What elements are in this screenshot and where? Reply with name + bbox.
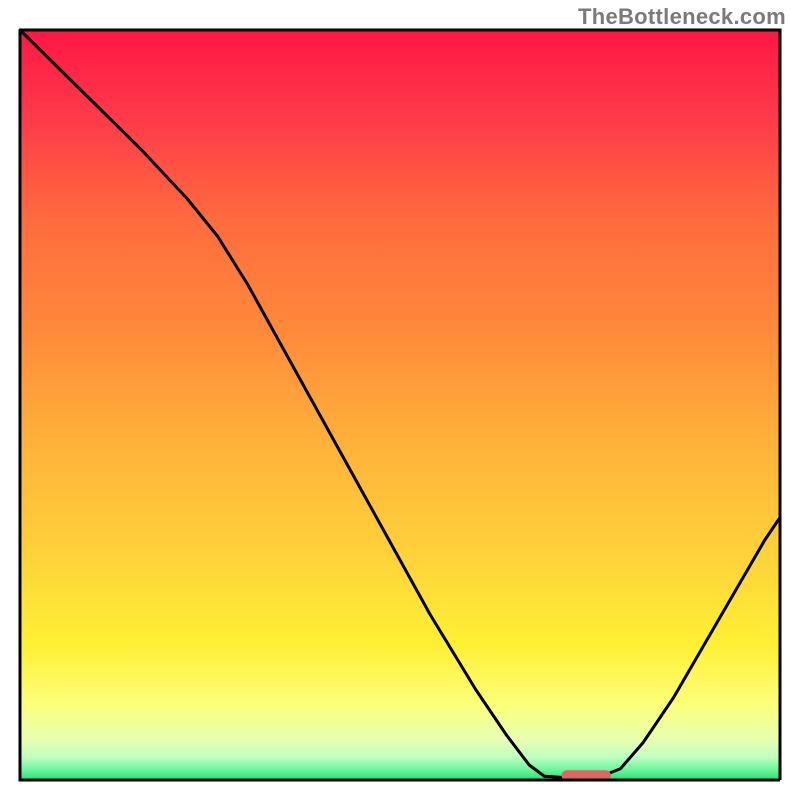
watermark-text: TheBottleneck.com (578, 4, 786, 30)
chart-container: TheBottleneck.com (0, 0, 800, 800)
bottleneck-chart (0, 0, 800, 800)
